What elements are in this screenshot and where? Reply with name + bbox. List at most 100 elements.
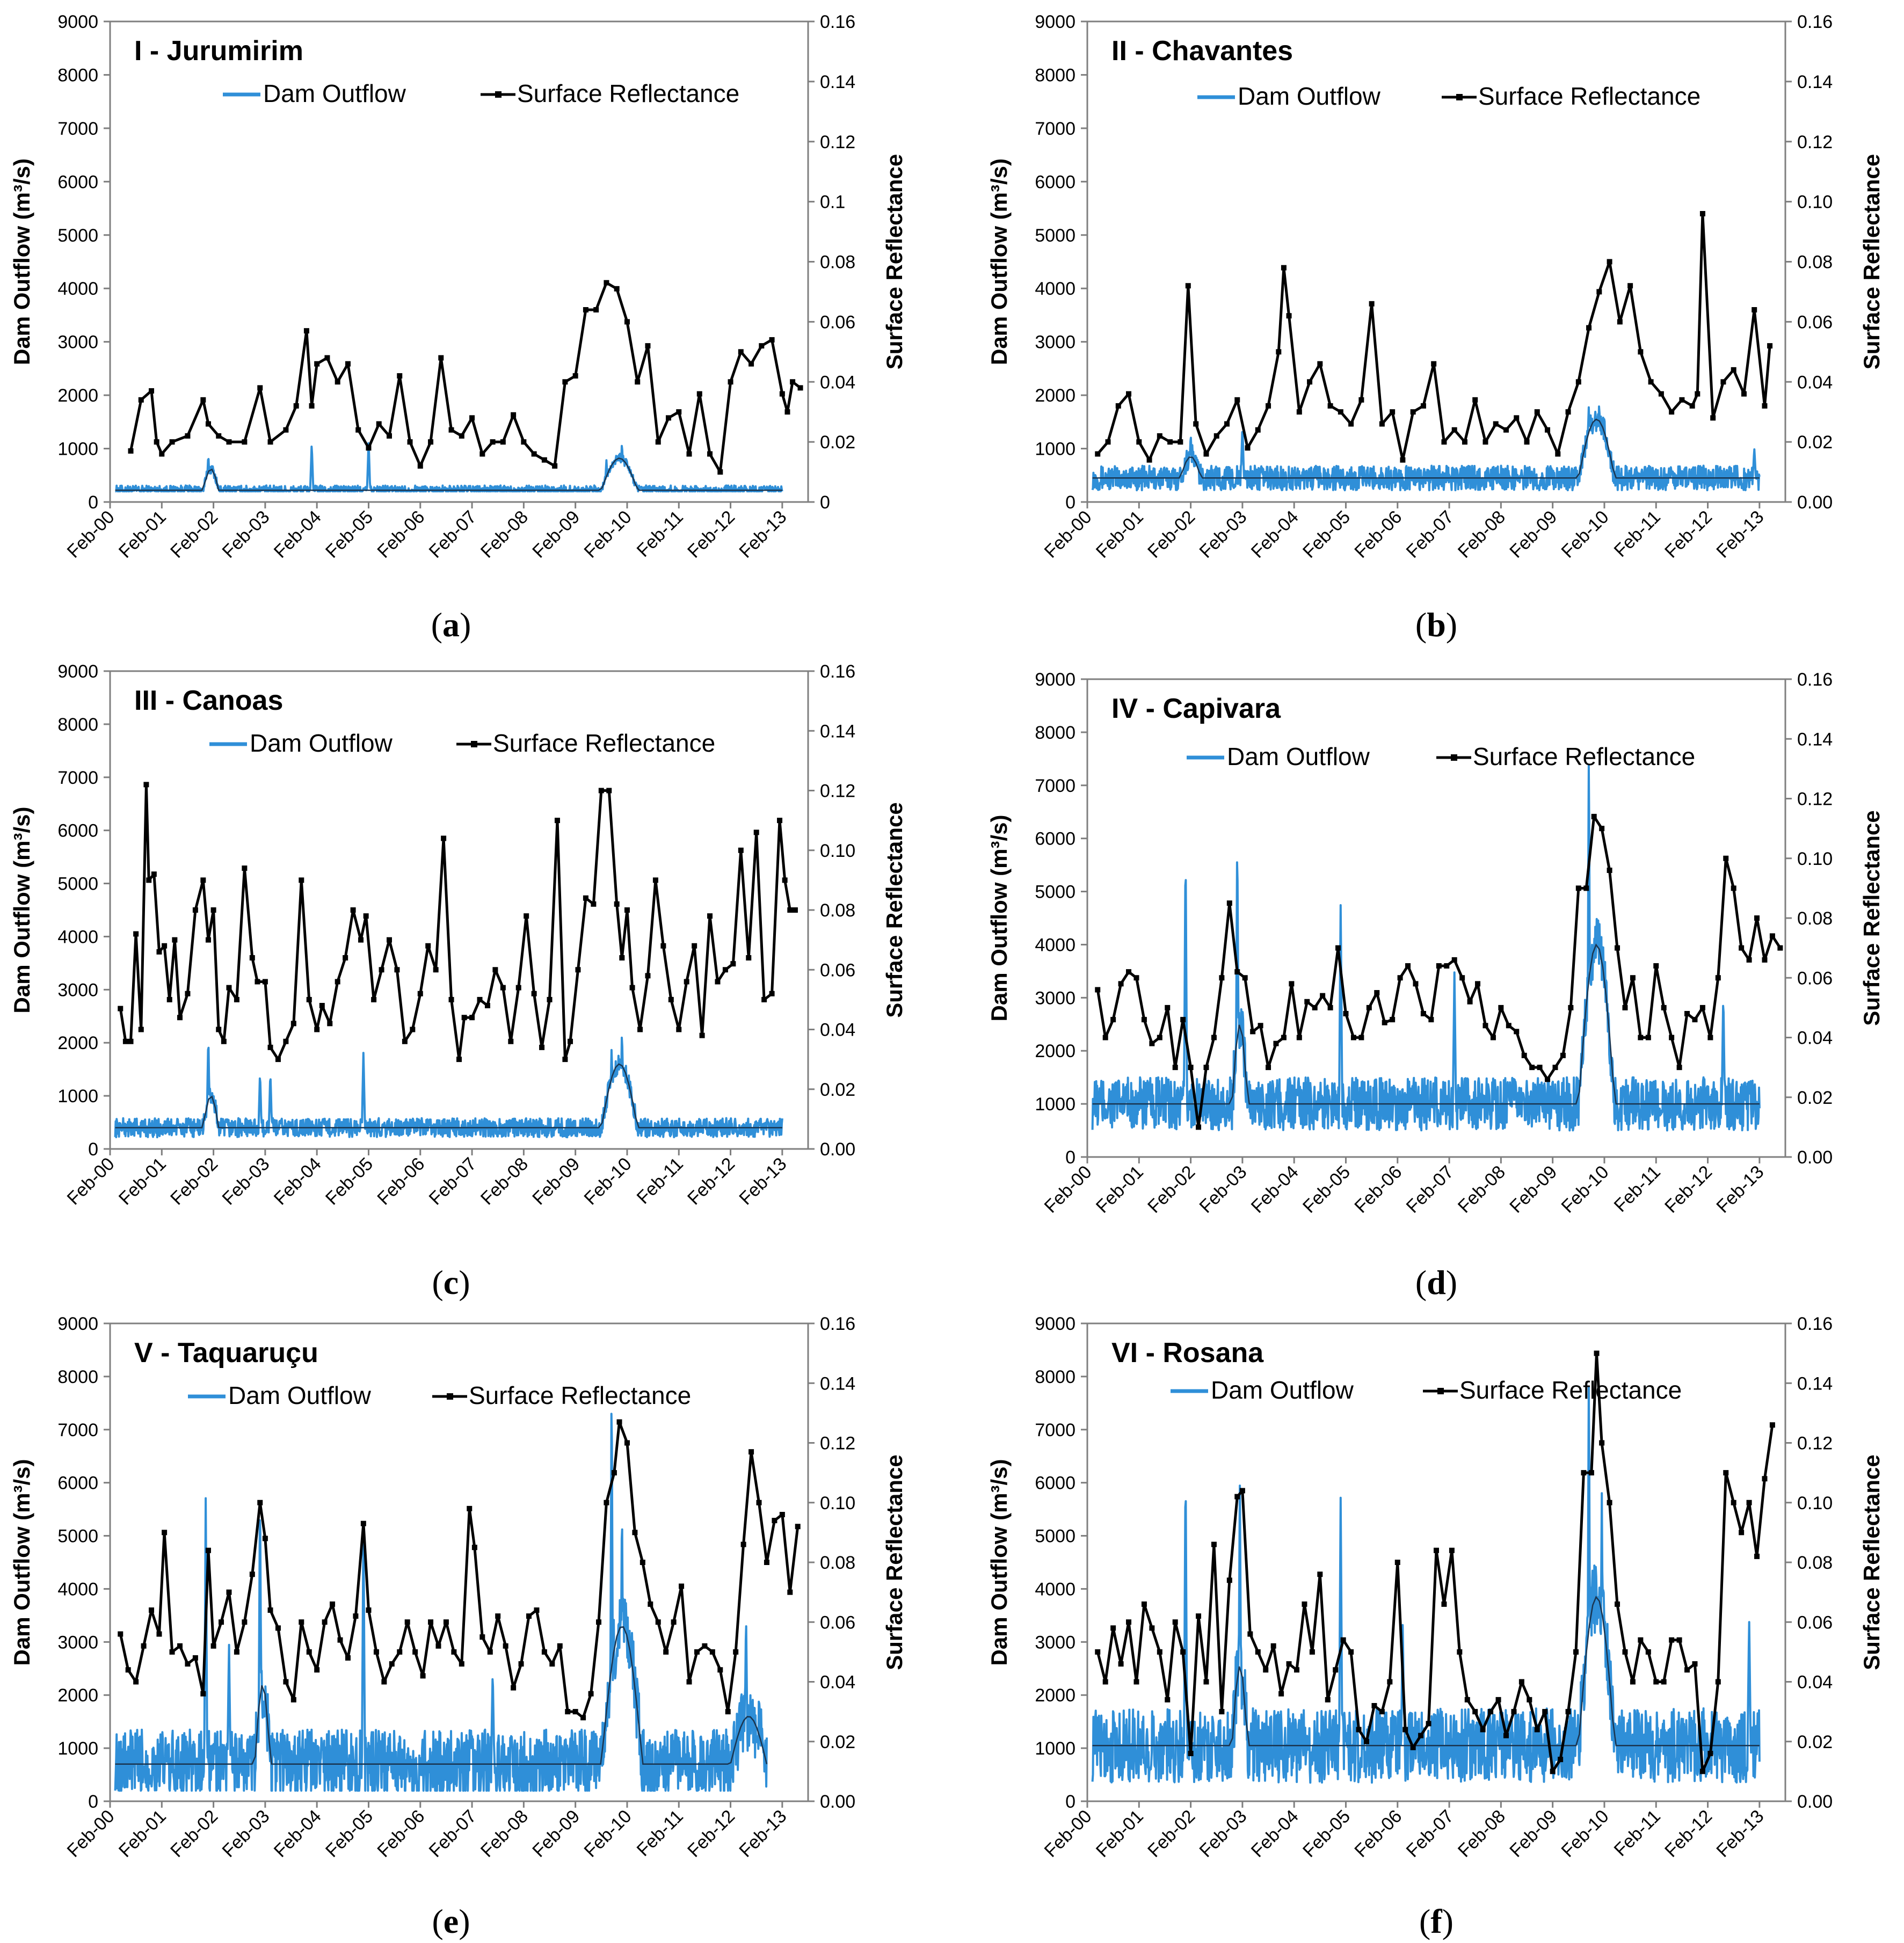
reflectance-point: [725, 1709, 731, 1715]
x-tick-label: Feb-02: [166, 1806, 222, 1861]
reflectance-point: [1226, 1577, 1232, 1583]
x-tick-label: Feb-02: [1144, 1806, 1199, 1861]
panel-label: (e): [432, 1902, 470, 1940]
panel-label-open: (: [431, 606, 442, 644]
reflectance-point: [1676, 1065, 1682, 1071]
reflectance-point: [1490, 1035, 1496, 1040]
reflectance-point: [1560, 1052, 1566, 1058]
reflectance-point: [1503, 1733, 1509, 1738]
reflectance-point: [1234, 397, 1240, 403]
reflectance-point: [138, 1027, 144, 1032]
x-tick-label: Feb-07: [425, 1154, 481, 1209]
reflectance-point: [1118, 1661, 1124, 1667]
y-right-axis-title: Surface Reflectance: [882, 1454, 907, 1670]
x-tick-label: Feb-13: [735, 1154, 790, 1209]
y-right-tick-label: 0.06: [820, 312, 855, 332]
y-right-tick-label: 0.10: [820, 1493, 855, 1513]
x-tick-label: Feb-05: [1299, 507, 1354, 562]
reflectance-point: [255, 979, 260, 985]
y-right-tick-label: 0.16: [820, 1314, 855, 1334]
reflectance-point: [257, 1500, 263, 1505]
reflectance-point: [616, 1419, 622, 1425]
x-tick-label: Feb-12: [1661, 1806, 1716, 1861]
reflectance-point: [1165, 1005, 1171, 1010]
panel-label-close: ): [1446, 606, 1457, 644]
reflectance-point: [624, 907, 630, 913]
x-tick-label: Feb-01: [1092, 507, 1147, 562]
reflectance-point: [1255, 427, 1261, 433]
y-left-tick-label: 3000: [57, 332, 98, 353]
reflectance-point: [779, 391, 785, 397]
reflectance-point: [598, 788, 604, 794]
reflectance-point: [267, 439, 273, 445]
reflectance-point: [666, 415, 671, 421]
reflectance-point: [1451, 957, 1457, 963]
reflectance-point: [511, 1685, 517, 1691]
x-tick-label: Feb-09: [1506, 507, 1561, 562]
y-left-tick-label: 6000: [57, 1473, 98, 1494]
dam-outflow-trend: [115, 1626, 768, 1765]
reflectance-point: [717, 469, 723, 475]
x-tick-label: Feb-06: [373, 1806, 428, 1861]
y-left-tick-label: 7000: [1035, 119, 1075, 139]
reflectance-point: [1420, 1011, 1426, 1016]
reflectance-point: [1669, 409, 1675, 415]
reflectance-point: [1581, 1470, 1587, 1476]
y-left-tick-label: 3000: [57, 1632, 98, 1653]
y-right-tick-label: 0.1: [820, 192, 845, 213]
reflectance-point: [324, 355, 330, 361]
y-left-tick-label: 4000: [57, 927, 98, 947]
chart-title: V - Taquaruçu: [134, 1337, 318, 1369]
y-left-tick-label: 5000: [1035, 1526, 1075, 1547]
reflectance-point: [314, 361, 320, 367]
reflectance-point: [1126, 969, 1132, 975]
reflectance-point: [1211, 1541, 1217, 1547]
y-left-tick-label: 1000: [57, 439, 98, 460]
reflectance-point: [575, 967, 581, 973]
reflectance-point: [376, 421, 382, 427]
chart-title: IV - Capivara: [1111, 693, 1281, 724]
reflectance-point: [761, 996, 767, 1002]
reflectance-point: [242, 439, 248, 445]
reflectance-point: [1695, 391, 1700, 397]
y-left-tick-label: 7000: [57, 768, 98, 788]
reflectance-point: [552, 463, 558, 469]
x-tick-label: Feb-01: [115, 1806, 170, 1861]
reflectance-point: [1387, 1679, 1393, 1685]
y-right-tick-label: 0.08: [1797, 1553, 1833, 1573]
panel-label-open: (: [432, 1902, 443, 1940]
reflectance-point: [500, 439, 506, 445]
reflectance-point: [1583, 885, 1589, 891]
reflectance-point: [309, 403, 315, 409]
reflectance-point: [1400, 457, 1406, 463]
reflectance-point: [1488, 1709, 1494, 1715]
panel-label-open: (: [1419, 1902, 1430, 1940]
reflectance-point: [728, 379, 733, 385]
legend-reflectance-label: Surface Reflectance: [1478, 82, 1700, 110]
reflectance-point: [1379, 1709, 1385, 1715]
reflectance-point: [337, 1637, 343, 1643]
panel-label-letter: d: [1427, 1263, 1446, 1301]
reflectance-point: [1196, 1124, 1202, 1130]
reflectance-point: [1149, 1625, 1155, 1631]
reflectance-point: [1741, 391, 1747, 397]
reflectance-point: [477, 996, 483, 1002]
reflectance-point: [257, 385, 263, 391]
reflectance-point: [1317, 1571, 1323, 1577]
reflectance-point: [534, 1607, 540, 1613]
reflectance-point: [373, 1649, 379, 1655]
reflectance-point: [1441, 439, 1447, 445]
reflectance-point: [1599, 826, 1605, 832]
reflectance-point: [782, 877, 788, 883]
reflectance-point: [1397, 975, 1403, 981]
reflectance-point: [1394, 1560, 1400, 1565]
x-tick-label: Feb-13: [1712, 1806, 1768, 1861]
reflectance-point: [1242, 975, 1248, 981]
reflectance-point: [1459, 975, 1465, 981]
reflectance-point: [156, 949, 162, 955]
y-right-tick-label: 0.04: [1797, 1672, 1833, 1693]
reflectance-point: [1529, 1065, 1535, 1071]
reflectance-point: [1172, 1619, 1178, 1625]
reflectance-point: [1203, 1679, 1209, 1685]
panel-label-open: (: [1415, 1263, 1427, 1301]
